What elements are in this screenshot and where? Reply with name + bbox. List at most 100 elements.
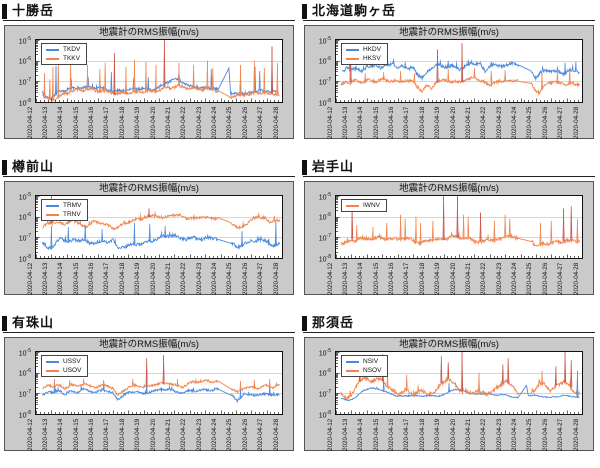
legend-line-swatch [46,369,59,372]
legend-line-swatch [346,204,359,207]
x-tick-label: 2020-04-28 [572,106,580,139]
chart-title: 地震計のRMS振幅(m/s) [399,339,499,350]
x-tick-label: 2020-04-17 [103,418,111,451]
x-tick-label: 2020-04-19 [134,418,142,451]
section-header: 樽前山 [2,159,296,175]
legend-line-swatch [46,57,59,60]
x-tick-label: 2020-04-21 [164,106,172,139]
x-tick-label: 2020-04-12 [26,106,34,139]
x-tick-label: 2020-04-21 [464,418,472,451]
header-bar-icon [302,315,307,331]
chart-legend: HKDV HKSV [341,43,389,65]
x-tick-label: 2020-04-23 [495,418,503,451]
x-tick-label: 2020-04-12 [26,418,34,451]
y-tick-label: 10-6 [18,212,31,222]
x-tick-label: 2020-04-21 [464,106,472,139]
legend-series-name: TKKV [63,55,80,62]
x-tick-label: 2020-04-23 [495,262,503,295]
y-tick-label: 10-8 [318,97,331,107]
y-tick-label: 10-6 [318,368,331,378]
volcano-section-tokachidake: 十勝岳 地震計のRMS振幅(m/s) 10-5 10-6 10-7 10-8 TKDV… [0,0,300,156]
x-tick-label: 2020-04-17 [103,262,111,295]
legend-series-name: TRMV [63,202,82,209]
x-tick-label: 2020-04-17 [103,106,111,139]
volcano-name: 樽前山 [12,159,55,174]
x-tick-label: 2020-04-27 [257,262,265,295]
x-tick-label: 2020-04-16 [88,106,95,139]
x-tick-label: 2020-04-24 [511,106,518,139]
header-rule [3,332,295,333]
legend-entry: TRNV [46,211,81,218]
y-axis-labels: 10-5 10-6 10-7 10-8 [305,26,333,138]
x-tick-label: 2020-04-28 [272,418,280,451]
x-tick-label: 2020-04-27 [557,106,565,139]
x-tick-label: 2020-04-23 [495,106,503,139]
volcano-section-iwatesan: 岩手山 地震計のRMS振幅(m/s) 10-5 10-6 10-7 10-8 IWNV… [300,156,600,312]
x-tick-label: 2020-04-19 [434,262,442,295]
x-tick-label: 2020-04-13 [41,106,49,139]
x-tick-label: 2020-04-25 [526,418,534,451]
x-tick-label: 2020-04-12 [26,262,34,295]
x-tick-label: 2020-04-15 [72,106,80,139]
x-tick-label: 2020-04-13 [341,418,349,451]
y-tick-label: 10-5 [318,347,331,357]
chart-legend: TKDV TKKV [41,43,88,65]
x-tick-label: 2020-04-21 [464,262,472,295]
legend-entry: IWNV [346,202,380,209]
volcano-name: 那須岳 [312,315,355,330]
x-tick-label: 2020-04-13 [41,418,49,451]
x-axis-labels: 2020-04-12 2020-04-13 2020-04-14 2020-04-15… [327,103,583,139]
header-bar-icon [302,3,307,19]
legend-line-swatch [346,369,359,372]
x-tick-label: 2020-04-16 [88,418,95,451]
y-tick-label: 10-7 [318,388,331,399]
chart-panel: 地震計のRMS振幅(m/s) 10-5 10-6 10-7 10-8 TRMV TRNV… [4,181,294,295]
x-tick-label: 2020-04-18 [418,418,426,451]
header-rule [303,20,595,21]
y-tick-label: 10-8 [18,253,31,263]
legend-series-name: USOV [63,367,82,374]
x-tick-label: 2020-04-25 [526,106,534,139]
x-tick-label: 2020-04-24 [211,262,218,295]
x-tick-label: 2020-04-16 [88,262,95,295]
legend-series-name: TRNV [63,211,81,218]
x-tick-label: 2020-04-28 [572,418,580,451]
x-tick-label: 2020-04-14 [357,106,365,139]
x-tick-label: 2020-04-22 [480,262,488,295]
x-tick-label: 2020-04-26 [241,262,249,295]
x-tick-label: 2020-04-15 [372,262,380,295]
x-tick-label: 2020-04-28 [272,262,280,295]
legend-entry: NSIV [346,358,381,365]
section-header: 那須岳 [302,315,596,331]
x-tick-label: 2020-04-24 [511,418,518,451]
x-tick-label: 2020-04-18 [418,262,426,295]
x-tick-label: 2020-04-25 [226,106,234,139]
volcano-section-usuzan: 有珠山 地震計のRMS振幅(m/s) 10-5 10-6 10-7 10-8 USSV… [0,312,300,468]
x-tick-label: 2020-04-26 [241,418,249,451]
x-axis-labels: 2020-04-12 2020-04-13 2020-04-14 2020-04-15… [327,415,583,451]
header-bar-icon [2,315,7,331]
x-tick-label: 2020-04-25 [226,262,234,295]
x-axis-labels: 2020-04-12 2020-04-13 2020-04-14 2020-04-15… [27,415,283,451]
y-tick-label: 10-7 [18,388,31,399]
x-tick-label: 2020-04-20 [449,106,457,139]
y-axis-labels: 10-5 10-6 10-7 10-8 [5,26,33,138]
chart-legend: IWNV [341,199,387,212]
legend-series-name: USSV [63,358,81,365]
x-axis-labels: 2020-04-12 2020-04-13 2020-04-14 2020-04-15… [327,259,583,295]
x-tick-label: 2020-04-14 [357,262,365,295]
legend-series-name: NSIV [363,358,379,365]
x-tick-label: 2020-04-26 [541,106,549,139]
chart-title: 地震計のRMS振幅(m/s) [99,27,199,38]
y-tick-label: 10-6 [18,56,31,66]
y-tick-label: 10-5 [318,35,331,45]
y-axis-labels: 10-5 10-6 10-7 10-8 [5,182,33,294]
x-tick-label: 2020-04-26 [241,106,249,139]
legend-entry: USSV [46,358,81,365]
y-tick-label: 10-6 [318,212,331,222]
x-tick-label: 2020-04-18 [118,418,126,451]
x-tick-label: 2020-04-24 [511,262,518,295]
x-tick-label: 2020-04-17 [403,418,411,451]
legend-line-swatch [46,48,59,51]
y-axis-labels: 10-5 10-6 10-7 10-8 [305,338,333,450]
